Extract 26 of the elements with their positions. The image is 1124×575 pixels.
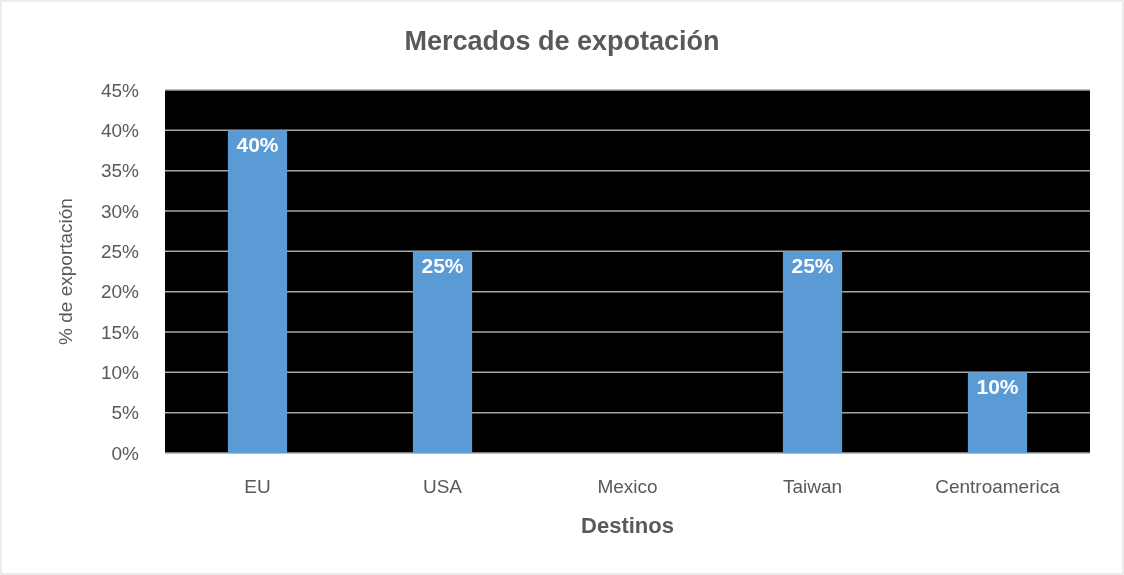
- y-tick-label: 35%: [100, 160, 140, 182]
- bar: [967, 372, 1028, 453]
- y-axis-title: % de exportación: [55, 198, 76, 345]
- y-tick-label: 25%: [100, 240, 140, 262]
- bar: [227, 130, 288, 453]
- data-label: 40%: [236, 133, 279, 157]
- x-tick-label: Taiwan: [782, 476, 843, 497]
- data-label: 25%: [421, 254, 464, 278]
- y-tick-label: 45%: [100, 79, 140, 101]
- x-tick-label: Mexico: [597, 476, 658, 497]
- y-tick-label: 0%: [111, 442, 140, 464]
- y-tick-label: 20%: [100, 281, 140, 303]
- chart-title: Mercados de expotación: [404, 26, 720, 56]
- x-axis-title: Destinos: [581, 513, 674, 538]
- y-tick-label: 40%: [100, 119, 140, 141]
- x-tick-label: Centroamerica: [935, 476, 1061, 497]
- x-tick-label: EU: [244, 476, 271, 497]
- x-tick-label: USA: [422, 476, 463, 497]
- bar: [782, 251, 843, 453]
- y-tick-label: 5%: [111, 402, 140, 424]
- y-tick-label: 10%: [100, 361, 140, 383]
- y-tick-label: 30%: [100, 200, 140, 222]
- data-label: 10%: [976, 375, 1019, 399]
- y-tick-label: 15%: [100, 321, 140, 343]
- data-label: 25%: [791, 254, 834, 278]
- bar: [412, 251, 473, 453]
